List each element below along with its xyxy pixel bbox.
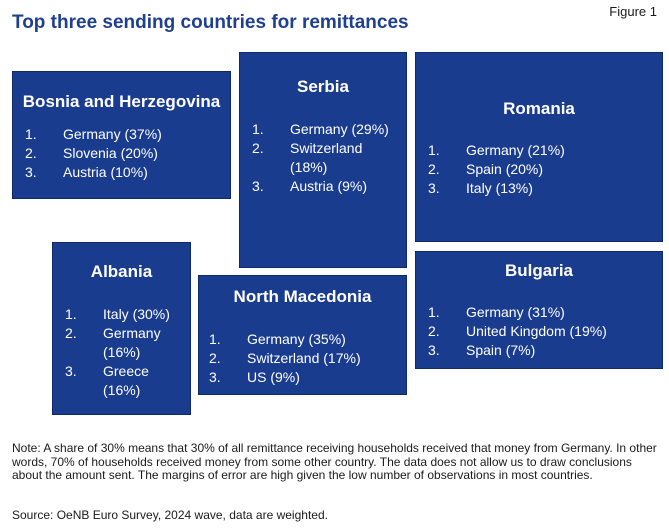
rank-number: 1.: [25, 126, 37, 142]
sender-country: Switzerland (18%): [290, 140, 363, 175]
country-name: North Macedonia: [233, 287, 372, 306]
sender-country: Germany (16%): [103, 325, 161, 360]
sender-country: Spain (20%): [466, 161, 544, 177]
country-name: Albania: [90, 262, 153, 281]
rank-number: 1.: [428, 304, 440, 320]
rank-number: 1.: [252, 121, 264, 137]
list-item: 3. Greece (16%): [65, 362, 185, 400]
rank-number: 2.: [252, 140, 264, 156]
box-bosnia: Bosnia and Herzegovina 1. Germany (37%) 2…: [12, 71, 231, 199]
box-north-macedonia: North Macedonia 1. Germany (35%) 2. Switze…: [198, 275, 407, 395]
rank-number: 3.: [25, 164, 37, 180]
sender-country: US (9%): [247, 369, 300, 385]
list-item: 2. Spain (20%): [428, 160, 653, 179]
sender-list: 1. Germany (37%) 2. Slovenia (20%) 3. Austr…: [25, 125, 225, 182]
sender-country: Austria (10%): [63, 164, 148, 180]
figure-title: Top three sending countries for remittan…: [12, 12, 409, 33]
country-name: Bosnia and Herzegovina: [22, 92, 221, 111]
sender-country: Spain (7%): [466, 342, 536, 358]
list-item: 1. Germany (35%): [209, 330, 404, 349]
box-serbia: Serbia 1. Germany (29%) 2. Switzerland (18…: [239, 52, 407, 268]
list-item: 1. Italy (30%): [65, 305, 185, 324]
list-item: 2. Switzerland (17%): [209, 349, 404, 368]
footnote: Note: A share of 30% means that 30% of a…: [12, 441, 657, 482]
list-item: 3. Austria (9%): [252, 177, 397, 196]
rank-number: 3.: [252, 178, 264, 194]
rank-number: 2.: [25, 145, 37, 161]
sender-country: Switzerland (17%): [247, 350, 361, 366]
sender-country: Greece (16%): [103, 363, 149, 398]
list-item: 1. Germany (29%): [252, 120, 397, 139]
rank-number: 2.: [209, 350, 221, 366]
sender-list: 1. Germany (29%) 2. Switzerland (18%) 3. Au…: [252, 120, 397, 196]
rank-number: 3.: [209, 369, 221, 385]
list-item: 1. Germany (21%): [428, 141, 653, 160]
box-albania: Albania 1. Italy (30%) 2. Germany (16%) 3.…: [52, 242, 191, 415]
sender-list: 1. Italy (30%) 2. Germany (16%) 3. Greece (…: [65, 305, 185, 400]
rank-number: 2.: [65, 325, 77, 341]
figure-label: Figure 1: [609, 4, 657, 19]
sender-country: Austria (9%): [290, 178, 368, 194]
list-item: 2. Germany (16%): [65, 324, 185, 362]
rank-number: 3.: [65, 363, 77, 379]
country-name: Serbia: [297, 77, 349, 96]
rank-number: 3.: [428, 342, 440, 358]
sender-country: Germany (31%): [466, 304, 565, 320]
country-name: Romania: [503, 99, 575, 118]
list-item: 2. Switzerland (18%): [252, 139, 397, 177]
source-line: Source: OeNB Euro Survey, 2024 wave, dat…: [12, 508, 328, 522]
sender-country: Germany (37%): [63, 126, 162, 142]
country-name: Bulgaria: [504, 261, 574, 280]
rank-number: 3.: [428, 180, 440, 196]
list-item: 3. Austria (10%): [25, 163, 225, 182]
sender-country: Germany (21%): [466, 142, 565, 158]
list-item: 3. US (9%): [209, 368, 404, 387]
list-item: 1. Germany (37%): [25, 125, 225, 144]
list-item: 2. Slovenia (20%): [25, 144, 225, 163]
rank-number: 2.: [428, 323, 440, 339]
sender-country: Germany (29%): [290, 121, 389, 137]
list-item: 3. Italy (13%): [428, 179, 653, 198]
rank-number: 2.: [428, 161, 440, 177]
sender-country: Germany (35%): [247, 331, 346, 347]
box-romania: Romania 1. Germany (21%) 2. Spain (20%) 3.…: [415, 52, 663, 242]
rank-number: 1.: [209, 331, 221, 347]
sender-list: 1. Germany (31%) 2. United Kingdom (19%) 3…: [428, 303, 658, 360]
list-item: 3. Spain (7%): [428, 341, 658, 360]
sender-country: United Kingdom (19%): [466, 323, 607, 339]
sender-country: Italy (13%): [466, 180, 533, 196]
list-item: 1. Germany (31%): [428, 303, 658, 322]
sender-country: Slovenia (20%): [63, 145, 158, 161]
box-bulgaria: Bulgaria 1. Germany (31%) 2. United Kingdo…: [415, 251, 663, 369]
list-item: 2. United Kingdom (19%): [428, 322, 658, 341]
sender-list: 1. Germany (21%) 2. Spain (20%) 3. Italy (1…: [428, 141, 653, 198]
rank-number: 1.: [65, 306, 77, 322]
sender-list: 1. Germany (35%) 2. Switzerland (17%) 3. US…: [209, 330, 404, 387]
sender-country: Italy (30%): [103, 306, 170, 322]
rank-number: 1.: [428, 142, 440, 158]
